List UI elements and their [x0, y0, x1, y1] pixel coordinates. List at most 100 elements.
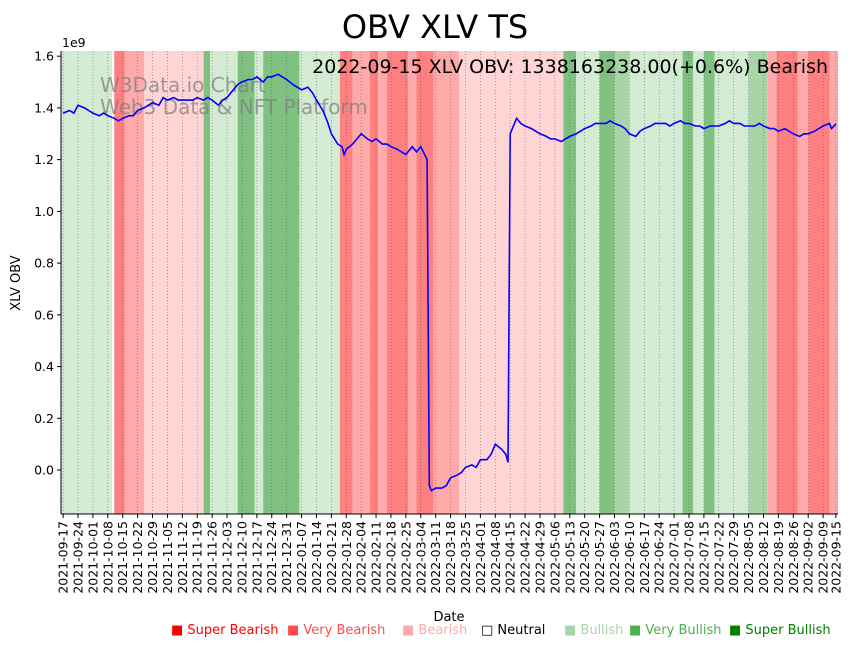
vertical-gridlines: [62, 51, 837, 514]
y-tick-label: 1.4: [34, 100, 54, 115]
x-tick-label: 2022-08-19: [771, 521, 786, 594]
sentiment-band: [501, 51, 564, 514]
sentiment-band: [378, 51, 387, 514]
x-tick-label: 2022-02-04: [354, 521, 369, 594]
legend: ■ Super Bearish ■ Very Bearish ■ Bearish □ …: [171, 623, 831, 638]
y-tick-label: 0.8: [34, 256, 54, 271]
x-axis-label: Date: [433, 610, 464, 625]
y-tick-label: 0.0: [34, 463, 54, 478]
x-tick-label: 2022-01-28: [339, 521, 354, 594]
y-tick-label: 1.2: [34, 152, 54, 167]
x-tick-label: 2021-11-12: [175, 521, 190, 594]
y-tick-label: 0.2: [34, 411, 54, 426]
sentiment-band: [599, 51, 615, 514]
x-axis-ticks: 2021-09-17 2021-09-24 2021-10-01 2021-10-08…: [56, 514, 843, 594]
sentiment-band: [629, 51, 683, 514]
x-tick-label: 2022-09-15: [828, 521, 843, 594]
watermark-line-2: Web3 Data & NFT Platform: [100, 95, 368, 119]
watermark-line-1: W3Data.io Chart: [100, 73, 266, 97]
x-tick-label: 2022-06-03: [607, 521, 622, 594]
sentiment-band: [714, 51, 749, 514]
x-tick-label: 2022-03-04: [413, 521, 428, 594]
y-tick-label: 0.4: [34, 359, 54, 374]
sentiment-band: [203, 51, 211, 514]
sentiment-band: [416, 51, 434, 514]
legend-entry: ■ Super Bearish: [171, 623, 279, 638]
sentiment-band: [407, 51, 417, 514]
y-multiplier: 1e9: [62, 35, 86, 50]
x-tick-label: 2022-02-11: [369, 521, 384, 594]
sentiment-band: [61, 51, 113, 514]
x-tick-label: 2022-03-25: [458, 521, 473, 594]
x-tick-label: 2022-08-12: [756, 521, 771, 594]
x-tick-label: 2021-10-01: [85, 521, 100, 594]
obv-series-line: [62, 73, 837, 492]
sentiment-band: [797, 51, 809, 514]
sentiment-band: [748, 51, 768, 514]
x-tick-label: 2022-04-08: [488, 521, 503, 594]
chart-title: OBV XLV TS: [342, 8, 528, 46]
sentiment-band: [433, 51, 460, 514]
y-axis-ticks: 0.0 0.2 0.4 0.6 0.8 1.0 1.2 1.4 1.6: [34, 49, 61, 478]
sentiment-band: [576, 51, 600, 514]
x-tick-label: 2022-02-25: [398, 521, 413, 594]
sentiment-band: [124, 51, 145, 514]
sentiment-band: [114, 51, 125, 514]
x-tick-label: 2022-03-11: [428, 521, 443, 594]
x-tick-label: 2022-07-01: [667, 521, 682, 594]
legend-entry: ■ Super Bullish: [729, 623, 831, 638]
sentiment-band: [369, 51, 379, 514]
x-tick-label: 2022-05-13: [562, 521, 577, 594]
x-tick-label: 2021-10-29: [145, 521, 160, 594]
x-tick-label: 2022-04-15: [503, 521, 518, 594]
y-tick-label: 1.0: [34, 204, 54, 219]
x-tick-label: 2022-01-07: [294, 521, 309, 594]
x-tick-label: 2022-04-01: [473, 521, 488, 594]
sentiment-band: [144, 51, 204, 514]
sentiment-bands: [61, 51, 838, 514]
sentiment-band: [386, 51, 408, 514]
x-tick-label: 2022-01-21: [324, 521, 339, 594]
x-tick-label: 2022-09-09: [816, 521, 831, 594]
legend-entry: ■ Bearish: [402, 623, 467, 638]
sentiment-band: [263, 51, 300, 514]
x-tick-label: 2022-06-17: [637, 521, 652, 594]
x-tick-label: 2022-04-29: [532, 521, 547, 594]
x-tick-label: 2022-05-20: [577, 521, 592, 594]
legend-entry: ■ Very Bullish: [629, 623, 721, 638]
legend-entry: ■ Very Bearish: [287, 623, 385, 638]
sentiment-band: [776, 51, 798, 514]
x-tick-label: 2021-11-05: [160, 521, 175, 594]
x-tick-label: 2022-07-15: [696, 521, 711, 594]
axes: [60, 51, 838, 515]
x-tick-label: 2022-07-22: [711, 521, 726, 594]
legend-entry: ■ Bullish: [564, 623, 623, 638]
sentiment-band: [808, 51, 830, 514]
sentiment-band: [767, 51, 777, 514]
x-tick-label: 2021-12-03: [220, 521, 235, 594]
x-tick-label: 2022-03-18: [443, 521, 458, 594]
x-tick-label: 2022-05-06: [547, 521, 562, 594]
x-tick-label: 2021-10-08: [100, 521, 115, 594]
x-tick-label: 2021-12-17: [249, 521, 264, 594]
y-tick-label: 0.6: [34, 307, 54, 322]
sentiment-band: [210, 51, 238, 514]
x-tick-label: 2021-12-24: [264, 521, 279, 594]
x-tick-label: 2021-09-17: [56, 521, 71, 594]
x-tick-label: 2021-12-31: [279, 521, 294, 594]
sentiment-band: [829, 51, 838, 514]
sentiment-band: [703, 51, 715, 514]
x-tick-label: 2022-08-26: [786, 521, 801, 594]
x-tick-label: 2021-12-10: [234, 521, 249, 594]
x-tick-label: 2021-09-24: [71, 521, 86, 594]
x-tick-label: 2022-06-24: [652, 521, 667, 594]
y-tick-label: 1.6: [34, 49, 54, 64]
x-tick-label: 2022-01-14: [309, 521, 324, 594]
y-axis-label: XLV OBV: [9, 255, 24, 310]
latest-value-annotation: 2022-09-15 XLV OBV: 1338163238.00(+0.6%)…: [312, 56, 828, 78]
x-tick-label: 2022-09-02: [801, 521, 816, 594]
x-tick-label: 2022-07-08: [681, 521, 696, 594]
legend-entry: □ Neutral: [481, 623, 545, 638]
x-tick-label: 2022-06-10: [622, 521, 637, 594]
